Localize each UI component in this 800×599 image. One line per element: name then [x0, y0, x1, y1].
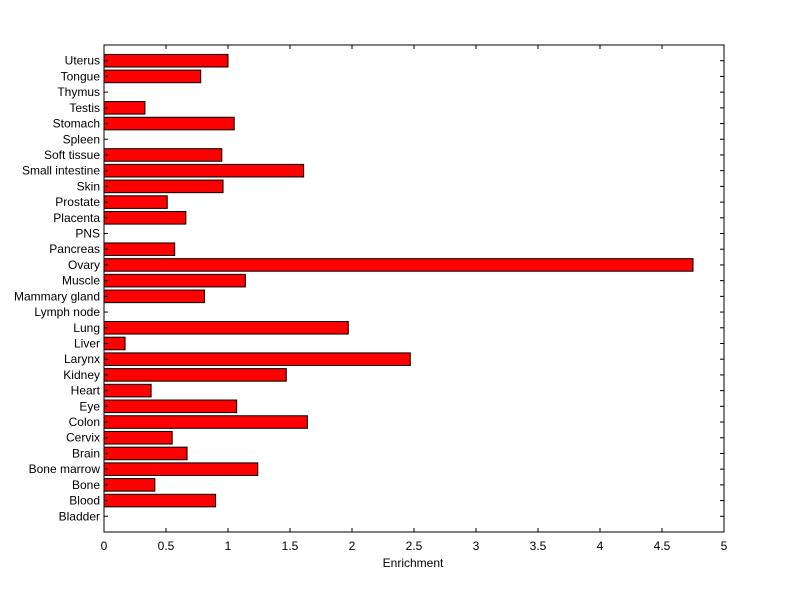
- bar-kidney: [103, 368, 287, 382]
- y-tick-label: Colon: [69, 415, 100, 429]
- x-tick-label: 1.5: [282, 539, 299, 553]
- bar-eye: [103, 399, 238, 414]
- bar-prostate: [103, 195, 168, 209]
- y-tick-label: Brain: [72, 446, 100, 460]
- x-tick-label: 3: [473, 539, 480, 553]
- y-tick-label: Uterus: [65, 54, 100, 68]
- bar-skin: [103, 179, 224, 194]
- y-tick-label: Testis: [69, 101, 100, 115]
- bar-cervix: [103, 430, 173, 445]
- x-tick-label: 3.5: [530, 539, 547, 553]
- y-tick-label: Blood: [69, 494, 100, 508]
- y-tick-label: Kidney: [63, 368, 100, 382]
- bar-blood: [103, 493, 217, 508]
- bar-bone-marrow: [103, 462, 259, 476]
- bar-heart: [103, 383, 152, 398]
- bar-pancreas: [103, 242, 176, 257]
- bar-bone: [103, 478, 156, 492]
- y-tick-label: Mammary gland: [14, 289, 100, 303]
- y-tick-label: Ovary: [68, 258, 100, 272]
- x-tick-label: 5: [721, 539, 728, 553]
- bar-mammary-gland: [103, 289, 205, 304]
- y-tick-label: Small intestine: [22, 164, 100, 178]
- y-tick-label: Liver: [74, 336, 100, 350]
- y-tick-label: Soft tissue: [44, 148, 100, 162]
- y-tick-label: Heart: [71, 384, 101, 398]
- x-tick-label: 4.5: [654, 539, 671, 553]
- bar-small-intestine: [103, 163, 305, 178]
- x-tick-label: 2: [349, 539, 356, 553]
- y-tick-label: Larynx: [64, 352, 100, 366]
- x-axis-label: Enrichment: [383, 556, 444, 570]
- y-tick-label: Bone: [72, 478, 100, 492]
- y-tick-label: Pancreas: [49, 242, 100, 256]
- x-tick-label: 2.5: [406, 539, 423, 553]
- bar-colon: [103, 415, 308, 429]
- bar-placenta: [103, 211, 187, 225]
- y-tick-label: Lymph node: [34, 305, 100, 319]
- bar-lung: [103, 320, 349, 335]
- y-tick-label: Cervix: [66, 431, 100, 445]
- x-ticks-group: 0 0.5 1 1.5 2 2.5 3 3.5 4 4.5 5: [101, 45, 728, 553]
- bar-brain: [103, 446, 188, 461]
- y-tick-label: Tongue: [61, 69, 101, 83]
- bar-larynx: [103, 352, 411, 366]
- bar-uterus: [103, 53, 229, 68]
- y-tick-label: Prostate: [55, 195, 100, 209]
- bar-soft-tissue: [103, 148, 223, 162]
- x-tick-label: 1: [225, 539, 232, 553]
- y-tick-label: Bone marrow: [29, 462, 101, 476]
- y-tick-label: Skin: [77, 179, 100, 193]
- y-tick-label: Muscle: [62, 274, 100, 288]
- bar-muscle: [103, 273, 246, 288]
- x-tick-label: 0: [101, 539, 108, 553]
- x-tick-label: 0.5: [158, 539, 175, 553]
- y-tick-label: Bladder: [59, 509, 100, 523]
- y-tick-label: Lung: [73, 321, 100, 335]
- x-tick-label: 4: [597, 539, 604, 553]
- y-tick-label: Spleen: [63, 132, 100, 146]
- bar-tongue: [103, 69, 202, 84]
- y-tick-label: Eye: [79, 399, 100, 413]
- bar-ovary: [103, 258, 694, 272]
- bar-testis: [103, 101, 146, 115]
- plot-frame: [103, 44, 725, 533]
- y-tick-label: Thymus: [57, 85, 100, 99]
- bar-stomach: [103, 116, 235, 131]
- y-tick-label: Placenta: [53, 211, 100, 225]
- y-tick-label: Stomach: [53, 117, 100, 131]
- y-tick-label: PNS: [75, 227, 100, 241]
